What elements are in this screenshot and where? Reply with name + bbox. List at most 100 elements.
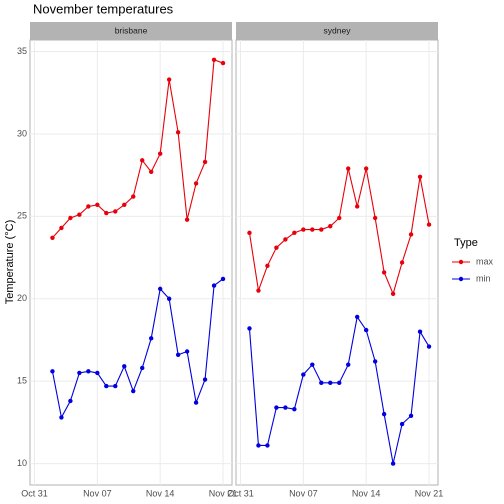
legend-title: Type [454, 237, 478, 249]
data-point [122, 202, 127, 208]
data-point [157, 151, 163, 156]
data-point [265, 263, 270, 268]
x-tick-label: Nov 14 [146, 488, 175, 498]
chart-title: November temperatures [33, 1, 174, 16]
data-point [193, 181, 199, 186]
data-point [95, 202, 100, 208]
data-point [104, 210, 109, 216]
data-point [131, 388, 136, 394]
data-point [59, 225, 64, 231]
x-tick-label: Nov 07 [289, 488, 318, 498]
data-point [363, 327, 369, 333]
x-tick-label: Nov 14 [352, 488, 381, 498]
data-point [372, 215, 378, 221]
legend-key-point [458, 259, 464, 265]
data-point [104, 383, 109, 389]
data-point [337, 215, 342, 221]
data-point [50, 235, 55, 240]
data-point [310, 362, 315, 367]
data-point [355, 204, 360, 209]
data-point [86, 204, 91, 209]
data-point [346, 166, 351, 171]
data-point [247, 230, 252, 236]
data-point [149, 336, 154, 341]
data-point [149, 169, 154, 175]
legend-key-point [458, 276, 464, 282]
data-point [381, 411, 387, 417]
data-point [166, 77, 172, 82]
legend-label: min [476, 273, 491, 283]
data-point [408, 232, 414, 237]
data-point [274, 405, 279, 410]
data-point [211, 57, 217, 62]
data-point [175, 352, 181, 357]
data-point [220, 276, 226, 282]
y-tick-label: 15 [17, 376, 27, 386]
data-point [166, 296, 172, 301]
data-point [390, 461, 396, 466]
data-point [390, 291, 396, 297]
data-point [256, 288, 261, 293]
data-point [68, 398, 73, 404]
data-point [408, 413, 414, 418]
data-point [337, 380, 342, 386]
data-point [301, 372, 306, 377]
data-point [328, 380, 333, 386]
data-point [363, 166, 369, 171]
data-point [301, 227, 306, 232]
y-tick-label: 25 [17, 211, 27, 221]
data-point [256, 443, 261, 448]
data-point [131, 194, 136, 199]
x-tick-label: Nov 21 [209, 488, 238, 498]
legend-label: max [476, 256, 494, 266]
x-tick-label: Oct 31 [227, 488, 254, 498]
data-point [95, 370, 100, 376]
data-point [319, 227, 324, 232]
data-point [193, 400, 199, 405]
data-point [140, 158, 145, 163]
data-point [247, 326, 252, 331]
data-point [283, 237, 288, 242]
data-point [59, 415, 64, 420]
data-point [426, 344, 432, 349]
data-point [274, 245, 279, 250]
data-point [220, 60, 226, 66]
data-point [113, 383, 118, 389]
data-point [175, 130, 181, 135]
x-tick-label: Nov 21 [415, 488, 444, 498]
data-point [355, 314, 360, 320]
data-point [77, 212, 82, 217]
data-point [346, 362, 351, 367]
data-point [202, 159, 208, 165]
data-point [157, 286, 163, 292]
data-point [202, 377, 208, 382]
data-point [417, 329, 423, 334]
y-tick-label: 30 [17, 128, 27, 138]
data-point [265, 443, 270, 448]
data-point [399, 421, 405, 427]
data-point [184, 349, 190, 354]
data-point [381, 270, 387, 275]
data-point [372, 359, 378, 364]
data-point [399, 260, 405, 265]
data-point [426, 222, 432, 227]
data-point [417, 174, 423, 179]
data-point [77, 370, 82, 376]
strip [236, 22, 438, 40]
y-tick-label: 35 [17, 46, 27, 56]
data-point [211, 283, 217, 288]
y-tick-label: 20 [17, 293, 27, 303]
y-tick-label: 10 [17, 458, 27, 468]
x-tick-label: Nov 07 [83, 488, 112, 498]
x-tick-label: Oct 31 [21, 488, 48, 498]
data-point [283, 405, 288, 410]
strip-label: brisbane [115, 25, 148, 35]
data-point [122, 364, 127, 369]
data-point [292, 230, 297, 236]
panel [29, 39, 233, 486]
y-axis-title: Temperature (°C) [4, 220, 16, 304]
strip-label: sydney [324, 25, 352, 35]
data-point [328, 224, 333, 229]
data-point [113, 209, 118, 214]
